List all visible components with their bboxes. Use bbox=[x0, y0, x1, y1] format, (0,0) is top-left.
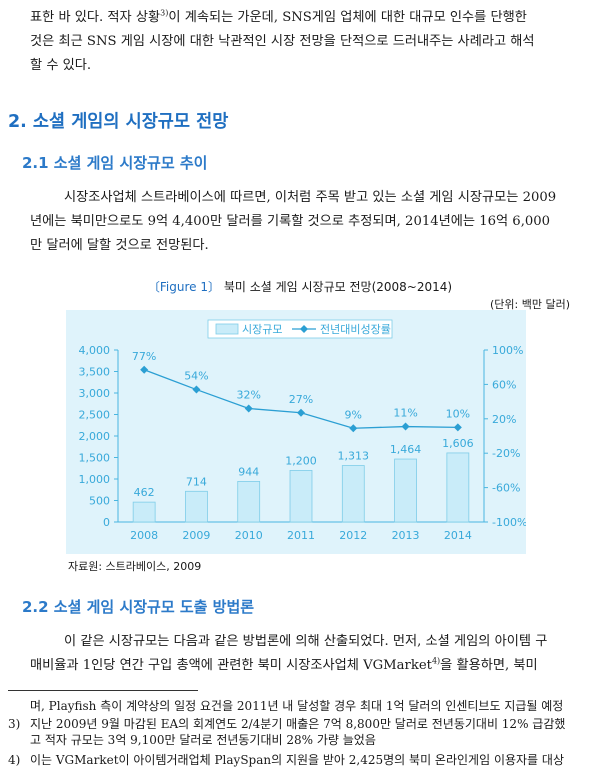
left-tick-label: 0 bbox=[103, 516, 110, 529]
figure-unit: (단위: 백만 달러) bbox=[489, 298, 570, 311]
figure-caption: 〔Figure 1〕 북미 소셜 게임 시장규모 전망(2008~2014) bbox=[0, 278, 600, 295]
growth-value-label: 54% bbox=[184, 370, 208, 383]
growth-value-label: 27% bbox=[289, 393, 313, 406]
bar-2008 bbox=[132, 501, 156, 523]
legend-line-marker bbox=[300, 325, 308, 333]
growth-point bbox=[244, 404, 253, 413]
section-2-1-paragraph: 시장조사업체 스트라베이스에 따르면, 이처럼 주목 받고 있는 소셜 게임 시… bbox=[30, 186, 585, 258]
bar-value-label: 1,200 bbox=[285, 454, 317, 467]
legend-bar-label: 시장규모 bbox=[242, 323, 282, 336]
s22-line-2: 매비율과 1인당 연간 구입 총액에 관련한 북미 시장조사업체 VGMarke… bbox=[30, 656, 538, 673]
right-tick-label: -100% bbox=[492, 516, 526, 529]
x-tick-label: 2011 bbox=[287, 529, 315, 542]
section-2-2-heading: 2.2 소셜 게임 시장규모 도출 방법론 bbox=[22, 598, 255, 616]
footnote-3: 3) 지난 2009년 9월 마감된 EA의 회계연도 2/4분기 매출은 7억… bbox=[8, 716, 585, 748]
growth-value-label: 77% bbox=[132, 350, 156, 363]
figure-source: 자료원: 스트라베이스, 2009 bbox=[68, 560, 202, 573]
growth-value-label: 11% bbox=[393, 407, 417, 420]
x-tick-label: 2014 bbox=[444, 529, 472, 542]
right-tick-label: 20% bbox=[492, 413, 516, 426]
bar-2013 bbox=[394, 458, 417, 523]
growth-value-label: 9% bbox=[345, 408, 362, 421]
left-tick-label: 500 bbox=[89, 495, 110, 508]
x-tick-label: 2013 bbox=[392, 529, 420, 542]
footnote-3-line-1: 지난 2009년 9월 마감된 EA의 회계연도 2/4분기 매출은 7억 8,… bbox=[30, 717, 566, 731]
bar-value-label: 714 bbox=[186, 475, 207, 488]
intro-line-3: 할 수 있다. bbox=[30, 58, 92, 73]
left-tick-label: 2,500 bbox=[79, 409, 111, 422]
bar-value-label: 1,464 bbox=[390, 443, 422, 456]
bar-value-label: 462 bbox=[134, 486, 155, 499]
growth-value-label: 10% bbox=[446, 407, 470, 420]
right-tick-label: -20% bbox=[492, 447, 520, 460]
footnote-4: 4) 이는 VGMarket이 아이템거래업체 PlaySpan의 지원을 받아… bbox=[8, 752, 585, 768]
bar-value-label: 1,313 bbox=[338, 450, 370, 463]
footnote-ref-4[interactable]: 4) bbox=[431, 656, 441, 666]
x-tick-label: 2012 bbox=[339, 529, 367, 542]
x-tick-label: 2008 bbox=[130, 529, 158, 542]
market-size-chart: 4,000 3,500 3,000 2,500 2,000 1,500 1,000 500 0 1… bbox=[66, 310, 526, 554]
bar-2014 bbox=[446, 452, 470, 523]
s21-line-2: 년에는 북미만으로도 9억 4,400만 달러를 기록할 것으로 추정되며, 2… bbox=[30, 214, 551, 229]
footnote-ref-3[interactable]: 3) bbox=[160, 8, 169, 18]
legend-line-label: 전년대비성장률 bbox=[320, 323, 391, 336]
right-tick-label: -60% bbox=[492, 482, 520, 495]
left-tick-label: 3,000 bbox=[79, 387, 111, 400]
intro-line-2: 것은 최근 SNS 게임 시장에 대한 낙관적인 시장 전망을 단적으로 드러내… bbox=[30, 34, 535, 49]
section-2-heading: 2. 소셜 게임의 시장규모 전망 bbox=[8, 112, 229, 132]
bar-value-label: 944 bbox=[238, 465, 259, 478]
figure-title: 북미 소셜 게임 시장규모 전망(2008~2014) bbox=[223, 280, 453, 294]
left-tick-label: 1,500 bbox=[79, 452, 111, 465]
growth-point bbox=[401, 422, 410, 431]
growth-point bbox=[349, 424, 358, 433]
s22-line-1: 이 같은 시장규모는 다음과 같은 방법론에 의해 산출되었다. 먼저, 소셜 … bbox=[64, 634, 548, 649]
s21-line-1: 시장조사업체 스트라베이스에 따르면, 이처럼 주목 받고 있는 소셜 게임 시… bbox=[64, 190, 557, 205]
intro-paragraph: 표한 바 있다. 적자 상황3)이 계속되는 가운데, SNS게임 업체에 대한… bbox=[30, 6, 585, 78]
growth-point bbox=[297, 408, 305, 417]
section-2-1-heading: 2.1 소셜 게임 시장규모 추이 bbox=[22, 154, 208, 172]
bar-value-label: 1,606 bbox=[442, 437, 474, 450]
footnote-4-number: 4) bbox=[8, 753, 21, 767]
left-tick-label: 4,000 bbox=[79, 344, 111, 357]
footnote-3-line-2: 고 적자 규모는 3억 9,100만 달러로 전년동기대비 28% 가량 늘었음 bbox=[30, 733, 376, 747]
left-tick-label: 2,000 bbox=[79, 430, 111, 443]
footnote-3-number: 3) bbox=[8, 717, 21, 731]
footnote-4-line-1: 이는 VGMarket이 아이템거래업체 PlaySpan의 지원을 받아 2,… bbox=[30, 753, 564, 767]
bar-2012 bbox=[341, 465, 365, 523]
footnote-divider bbox=[8, 690, 198, 691]
left-tick-label: 1,000 bbox=[79, 473, 111, 486]
s21-line-3: 만 달러에 달할 것으로 전망된다. bbox=[30, 238, 209, 253]
growth-point bbox=[140, 365, 149, 374]
growth-point bbox=[192, 385, 201, 394]
intro-line-1: 표한 바 있다. 적자 상황3)이 계속되는 가운데, SNS게임 업체에 대한… bbox=[30, 8, 527, 25]
right-tick-label: 60% bbox=[492, 378, 516, 391]
bar-2010 bbox=[237, 481, 261, 523]
section-2-2-paragraph: 이 같은 시장규모는 다음과 같은 방법론에 의해 산출되었다. 먼저, 소셜 … bbox=[30, 630, 585, 678]
bar-2009 bbox=[185, 490, 208, 523]
growth-value-label: 32% bbox=[236, 388, 260, 401]
x-tick-label: 2009 bbox=[182, 529, 210, 542]
footnote-continuation: 며, Playfish 측이 계약상의 일정 요건을 2011년 내 달성할 경… bbox=[30, 699, 564, 713]
x-tick-label: 2010 bbox=[235, 529, 263, 542]
right-tick-label: 100% bbox=[492, 344, 523, 357]
growth-point bbox=[453, 423, 462, 432]
bar-2011 bbox=[289, 469, 313, 523]
left-tick-label: 3,500 bbox=[79, 366, 111, 379]
figure-label: 〔Figure 1〕 bbox=[147, 280, 220, 294]
legend-bar-swatch bbox=[215, 323, 239, 335]
